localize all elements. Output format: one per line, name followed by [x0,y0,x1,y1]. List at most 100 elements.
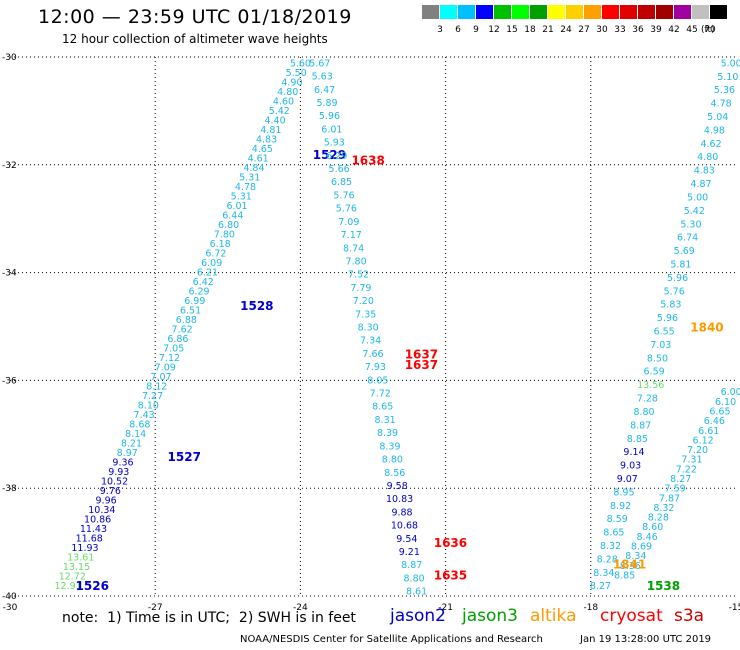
legend-label: 42 [668,25,680,35]
data-point-label: 9.03 [620,461,641,472]
data-point-label: 9.96 [96,496,117,507]
data-point-label: 4.80 [277,87,298,98]
data-point-label: 4.78 [711,99,732,110]
data-point-label: 4.81 [260,125,281,136]
data-point-label: 8.65 [372,402,393,413]
legend-swatch [674,5,691,19]
data-point-label: 7.34 [360,336,381,347]
data-point-label: 5.66 [329,164,350,175]
pass-time-label: 1527 [168,450,201,464]
page-title: 12:00 — 23:59 UTC 01/18/2019 [38,6,352,28]
data-point-label: 5.00 [721,58,740,69]
data-point-label: 6.86 [167,334,188,345]
data-point-label: 8.87 [401,560,422,571]
data-point-label: 8.85 [614,570,635,581]
data-point-label: 8.46 [637,532,658,543]
data-point-label: 13.61 [67,553,94,564]
data-point-label: 4.83 [256,134,277,145]
data-point-label: 7.72 [370,389,391,400]
data-point-label: 4.84 [243,163,264,174]
pass-time-label: 1637 [405,347,438,361]
data-point-label: 8.39 [379,441,400,452]
data-point-label: 8.12 [146,382,167,393]
legend-unit: (ft) [701,25,715,35]
data-point-label: 8.92 [610,501,631,512]
data-point-label: 9.07 [617,474,638,485]
data-point-label: 6.74 [677,233,698,244]
data-point-label: 8.80 [382,455,403,466]
legend-swatch [512,5,529,19]
data-point-label: 4.40 [264,115,285,126]
data-point-label: 9.58 [387,481,408,492]
legend-label: 18 [524,25,536,35]
data-point-label: 5.00 [687,192,708,203]
legend-swatch [440,5,457,19]
y-tick-label: -40 [2,592,17,602]
data-point-label: 12.91 [54,581,81,592]
data-point-label: 5.04 [707,112,728,123]
legend-label: 24 [560,25,572,35]
data-point-label: 4.80 [697,152,718,163]
page-subtitle: 12 hour collection of altimeter wave hei… [62,32,328,46]
data-point-label: 13.56 [637,380,664,391]
x-tick-label: -27 [148,603,163,613]
data-point-label: 8.74 [343,243,364,254]
data-point-label: 4.78 [235,182,256,193]
data-point-label: 8.95 [613,487,634,498]
legend-swatch [710,5,727,19]
data-point-label: 8.32 [653,503,674,514]
data-point-label: 10.34 [88,505,115,516]
data-point-label: 7.22 [676,464,697,475]
data-point-label: 5.31 [239,172,260,183]
data-point-label: 8.28 [597,554,618,565]
data-point-label: 7.20 [687,445,708,456]
pass-time-label: 1635 [434,568,467,582]
data-point-label: 8.05 [367,375,388,386]
pass-time-label: 1528 [240,299,273,313]
data-point-label: 8.28 [648,513,669,524]
data-point-label: 11.68 [76,534,103,545]
data-point-label: 8.80 [404,573,425,584]
y-tick-label: -32 [2,161,17,171]
data-point-label: 6.21 [197,268,218,279]
data-point-label: 9.88 [391,507,412,518]
legend-label: 3 [437,25,443,35]
data-point-label: 5.96 [657,313,678,324]
data-point-label: 6.85 [331,177,352,188]
data-point-label: 8.14 [125,429,146,440]
legend-swatch [476,5,493,19]
legend-swatch [692,5,709,19]
data-point-label: 7.07 [150,372,171,383]
data-point-label: 8.97 [117,448,138,459]
data-point-label: 7.31 [681,455,702,466]
data-point-label: 7.59 [665,484,686,495]
sat-legend-altika: altika [530,606,577,626]
data-point-label: 7.12 [159,353,180,364]
y-tick-label: -30 [2,53,17,63]
data-point-label: 8.27 [670,474,691,485]
data-point-label: 8.39 [377,428,398,439]
data-point-label: 4.60 [273,96,294,107]
data-point-label: 7.20 [353,296,374,307]
data-point-label: 7.80 [345,256,366,267]
data-point-label: 5.42 [269,106,290,117]
legend-label: 21 [542,25,554,35]
data-point-label: 6.80 [218,220,239,231]
data-point-label: 8.59 [607,514,628,525]
data-point-label: 7.87 [659,493,680,504]
data-point-label: 8.60 [642,522,663,533]
data-point-label: 5.83 [660,300,681,311]
legend-swatch [584,5,601,19]
data-point-label: 5.42 [684,206,705,217]
data-point-label: 7.17 [341,230,362,241]
sat-legend-cryosat: cryosat [600,606,663,626]
data-point-label: 7.52 [348,270,369,281]
x-tick-label: -21 [438,603,453,613]
data-point-label: 7.28 [637,394,658,405]
data-point-label: 8.21 [121,439,142,450]
data-point-label: 5.81 [670,259,691,270]
data-point-label: 10.86 [84,515,111,526]
data-point-label: 4.83 [694,166,715,177]
data-point-label: 5.76 [333,190,354,201]
legend-label: 15 [506,25,518,35]
